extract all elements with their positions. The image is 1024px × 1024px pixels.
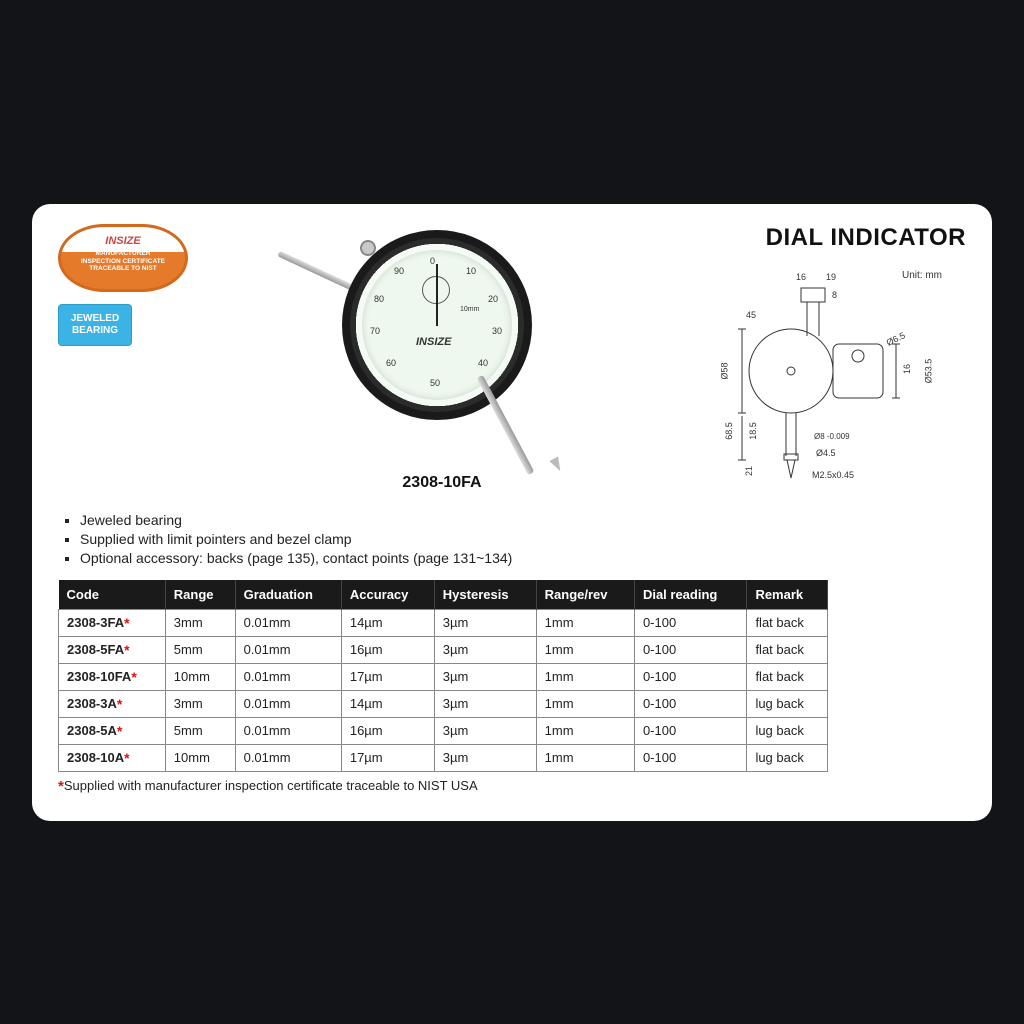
- product-image-area: 0 10 20 30 40 50 60 70 80 90 INSIZE 10mm: [208, 224, 676, 492]
- dial-needle: [436, 264, 438, 326]
- asterisk-icon: *: [117, 696, 122, 712]
- asterisk-icon: *: [117, 723, 122, 739]
- table-cell: 2308-5FA*: [59, 636, 166, 663]
- spec-table: Code Range Graduation Accuracy Hysteresi…: [58, 580, 828, 772]
- asterisk-icon: *: [124, 615, 129, 631]
- table-cell: 1mm: [536, 690, 634, 717]
- feature-item: Jeweled bearing: [80, 512, 966, 528]
- table-cell: 2308-3A*: [59, 690, 166, 717]
- col-dialreading: Dial reading: [634, 580, 747, 610]
- table-cell: 0.01mm: [235, 690, 341, 717]
- table-cell: 3mm: [165, 690, 235, 717]
- top-row: INSIZE MANUFACTURER INSPECTION CERTIFICA…: [58, 224, 966, 496]
- footnote: *Supplied with manufacturer inspection c…: [58, 778, 966, 795]
- col-hysteresis: Hysteresis: [434, 580, 536, 610]
- table-cell: lug back: [747, 744, 828, 771]
- col-rangerev: Range/rev: [536, 580, 634, 610]
- asterisk-icon: *: [124, 642, 129, 658]
- col-remark: Remark: [747, 580, 828, 610]
- feature-list: Jeweled bearing Supplied with limit poin…: [58, 512, 966, 566]
- table-row: 2308-3A*3mm0.01mm14µm3µm1mm0-100lug back: [59, 690, 828, 717]
- cert-brand: INSIZE: [105, 235, 140, 247]
- table-cell: 3µm: [434, 690, 536, 717]
- feature-item: Optional accessory: backs (page 135), co…: [80, 550, 966, 566]
- table-cell: 0-100: [634, 663, 747, 690]
- table-cell: 16µm: [341, 636, 434, 663]
- title-column: DIAL INDICATOR Unit: mm: [686, 224, 966, 496]
- table-row: 2308-5FA*5mm0.01mm16µm3µm1mm0-100flat ba…: [59, 636, 828, 663]
- table-cell: 1mm: [536, 609, 634, 636]
- table-cell: 5mm: [165, 717, 235, 744]
- col-graduation: Graduation: [235, 580, 341, 610]
- table-cell: 1mm: [536, 744, 634, 771]
- dial-crown: [360, 240, 376, 256]
- probe-tip: [549, 456, 564, 473]
- table-cell: 0.01mm: [235, 636, 341, 663]
- table-cell: 0-100: [634, 690, 747, 717]
- jeweled-bearing-badge: JEWELED BEARING: [58, 304, 132, 346]
- table-cell: 0-100: [634, 609, 747, 636]
- table-cell: 2308-5A*: [59, 717, 166, 744]
- table-cell: 0.01mm: [235, 609, 341, 636]
- asterisk-icon: *: [131, 669, 136, 685]
- table-cell: 10mm: [165, 744, 235, 771]
- table-cell: 3µm: [434, 636, 536, 663]
- table-cell: 2308-10A*: [59, 744, 166, 771]
- table-cell: 16µm: [341, 717, 434, 744]
- col-accuracy: Accuracy: [341, 580, 434, 610]
- dial-indicator-illustration: 0 10 20 30 40 50 60 70 80 90 INSIZE 10mm: [342, 230, 542, 430]
- table-cell: 1mm: [536, 717, 634, 744]
- col-code: Code: [59, 580, 166, 610]
- table-cell: lug back: [747, 690, 828, 717]
- table-cell: flat back: [747, 609, 828, 636]
- table-cell: 3µm: [434, 744, 536, 771]
- table-row: 2308-10FA*10mm0.01mm17µm3µm1mm0-100flat …: [59, 663, 828, 690]
- asterisk-icon: *: [124, 750, 129, 766]
- badge-column: INSIZE MANUFACTURER INSPECTION CERTIFICA…: [58, 224, 198, 346]
- table-cell: 0-100: [634, 744, 747, 771]
- certificate-badge: INSIZE MANUFACTURER INSPECTION CERTIFICA…: [58, 224, 188, 292]
- table-cell: 10mm: [165, 663, 235, 690]
- catalog-card: INSIZE MANUFACTURER INSPECTION CERTIFICA…: [32, 204, 992, 821]
- table-cell: 2308-3FA*: [59, 609, 166, 636]
- table-header-row: Code Range Graduation Accuracy Hysteresi…: [59, 580, 828, 610]
- table-cell: 3µm: [434, 609, 536, 636]
- table-cell: flat back: [747, 636, 828, 663]
- table-cell: 17µm: [341, 663, 434, 690]
- model-number: 2308-10FA: [402, 474, 481, 492]
- col-range: Range: [165, 580, 235, 610]
- table-cell: 3µm: [434, 663, 536, 690]
- table-row: 2308-3FA*3mm0.01mm14µm3µm1mm0-100flat ba…: [59, 609, 828, 636]
- table-cell: 14µm: [341, 609, 434, 636]
- table-cell: 0-100: [634, 717, 747, 744]
- table-cell: 14µm: [341, 690, 434, 717]
- table-cell: 0-100: [634, 636, 747, 663]
- table-row: 2308-5A*5mm0.01mm16µm3µm1mm0-100lug back: [59, 717, 828, 744]
- table-cell: 5mm: [165, 636, 235, 663]
- table-cell: 3µm: [434, 717, 536, 744]
- feature-item: Supplied with limit pointers and bezel c…: [80, 531, 966, 547]
- table-cell: 0.01mm: [235, 663, 341, 690]
- table-cell: 1mm: [536, 636, 634, 663]
- table-body: 2308-3FA*3mm0.01mm14µm3µm1mm0-100flat ba…: [59, 609, 828, 771]
- table-cell: 2308-10FA*: [59, 663, 166, 690]
- table-cell: 17µm: [341, 744, 434, 771]
- table-cell: 3mm: [165, 609, 235, 636]
- table-row: 2308-10A*10mm0.01mm17µm3µm1mm0-100lug ba…: [59, 744, 828, 771]
- table-cell: 1mm: [536, 663, 634, 690]
- table-cell: lug back: [747, 717, 828, 744]
- table-cell: 0.01mm: [235, 744, 341, 771]
- table-cell: 0.01mm: [235, 717, 341, 744]
- technical-drawing: Unit: mm: [686, 266, 946, 496]
- page-title: DIAL INDICATOR: [686, 224, 966, 252]
- table-cell: flat back: [747, 663, 828, 690]
- cert-lines: MANUFACTURER INSPECTION CERTIFICATE TRAC…: [81, 250, 165, 273]
